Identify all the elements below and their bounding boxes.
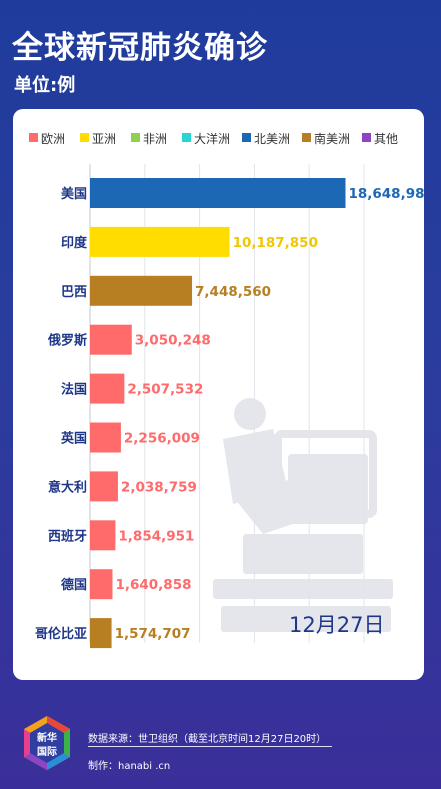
category-label: 意大利	[48, 479, 87, 495]
bar	[90, 569, 113, 600]
legend-swatch	[182, 133, 191, 142]
legend-label: 其他	[374, 132, 399, 146]
bar	[90, 520, 116, 551]
legend-label: 非洲	[143, 132, 168, 146]
category-label: 印度	[61, 235, 88, 251]
bar	[90, 373, 125, 404]
category-label: 巴西	[61, 285, 87, 300]
legend-label: 北美洲	[254, 132, 291, 146]
category-label: 西班牙	[48, 528, 87, 544]
legend-label: 大洋洲	[194, 132, 231, 146]
bar-chart: 美国 18,648,989 印度 10,187,850 巴西 7,448,560 俄罗斯 3,…	[35, 164, 424, 649]
footer-divider	[88, 746, 332, 747]
footer-source: 数据来源：世卫组织（截至北京时间12月27日20时）	[88, 734, 327, 745]
bar	[90, 618, 112, 649]
legend-label: 亚洲	[92, 132, 117, 146]
legend-swatch	[131, 133, 140, 142]
category-label: 哥伦比亚	[35, 626, 87, 642]
bar	[90, 471, 118, 502]
legend-swatch	[302, 133, 311, 142]
legend: 欧洲 亚洲 非洲 大洋洲 北美洲 南美洲 其他	[13, 109, 424, 149]
category-label: 法国	[61, 382, 87, 398]
unit-label: 单位:例	[14, 75, 76, 96]
legend-swatch	[362, 133, 371, 142]
legend-swatch	[29, 133, 38, 142]
date-label: 12月27日	[289, 613, 385, 637]
value-label: 2,507,532	[127, 382, 203, 398]
bar	[90, 226, 230, 257]
xinhua-international-logo: 新华 国际	[24, 716, 70, 770]
legend-label: 南美洲	[314, 132, 351, 146]
svg-text:新华: 新华	[37, 731, 57, 744]
bar	[90, 422, 121, 453]
bar	[90, 324, 132, 355]
footer-maker: 制作：hanabi .cn	[88, 761, 171, 772]
legend-swatch	[80, 133, 89, 142]
bed-watermark-icon	[213, 398, 393, 632]
chart-card: 欧洲 亚洲 非洲 大洋洲 北美洲 南美洲 其他 美国 18,648,989 印度 10,187,8…	[13, 109, 424, 680]
value-label: 3,050,248	[135, 333, 211, 349]
value-label: 1,640,858	[115, 577, 191, 593]
value-label: 10,187,850	[233, 235, 318, 251]
value-label: 18,648,989	[348, 186, 424, 202]
value-label: 2,256,009	[124, 431, 200, 447]
category-label: 德国	[61, 577, 87, 593]
category-label: 英国	[60, 431, 87, 447]
bar	[90, 178, 346, 208]
value-label: 1,854,951	[118, 528, 194, 544]
bar	[90, 275, 193, 306]
value-label: 2,038,759	[121, 479, 197, 495]
legend-swatch	[242, 133, 251, 142]
page-title: 全球新冠肺炎确诊	[12, 30, 268, 66]
category-label: 俄罗斯	[47, 333, 87, 349]
value-label: 7,448,560	[195, 284, 271, 300]
category-label: 美国	[61, 186, 87, 202]
legend-label: 欧洲	[41, 132, 66, 146]
value-label: 1,574,707	[115, 626, 191, 642]
svg-text:国际: 国际	[37, 746, 57, 758]
